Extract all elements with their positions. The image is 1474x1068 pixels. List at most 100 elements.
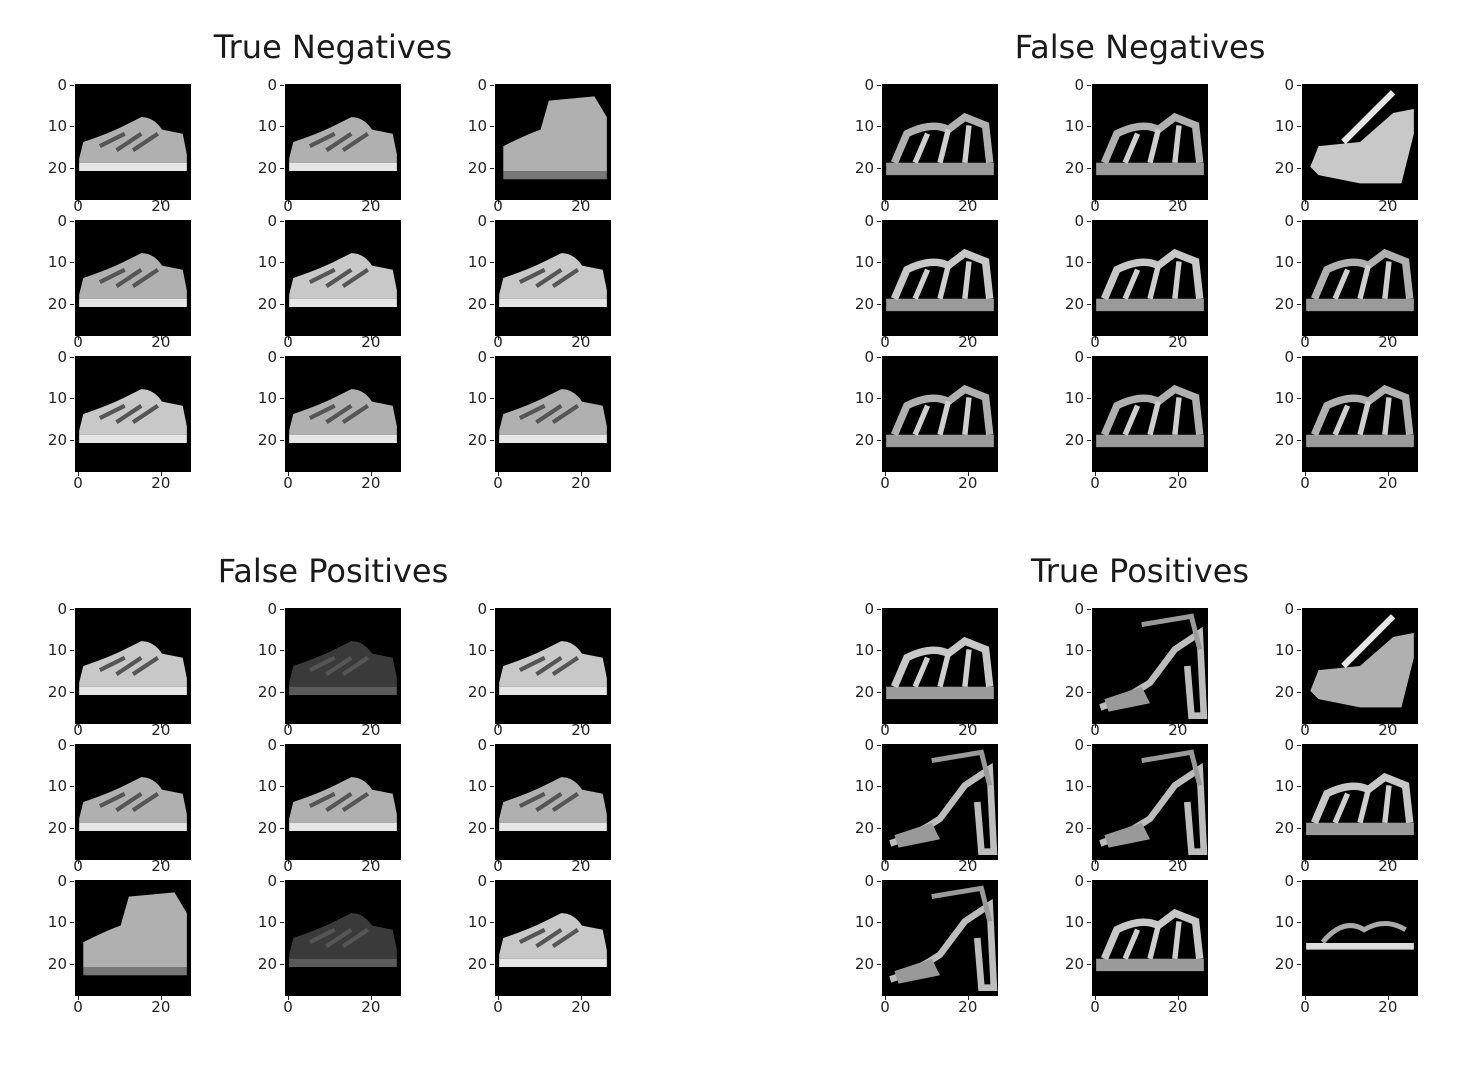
x-tick-label: 0 xyxy=(880,721,890,739)
y-tick-label: 20 xyxy=(1274,954,1294,973)
y-tick-mark xyxy=(280,691,284,693)
y-tick-label: 10 xyxy=(47,913,67,932)
thumbnail-image xyxy=(75,356,191,472)
thumbnail-image xyxy=(75,608,191,724)
x-tick-mark xyxy=(288,860,289,864)
x-tick-mark xyxy=(160,472,162,476)
x-tick-mark xyxy=(1387,200,1389,204)
x-tick-label: 0 xyxy=(73,998,83,1016)
y-tick-mark xyxy=(1297,786,1301,788)
x-tick-label: 0 xyxy=(283,857,293,875)
x-tick-label: 0 xyxy=(880,857,890,875)
x-tick-mark xyxy=(1387,860,1389,864)
y-tick-mark xyxy=(877,167,881,169)
thumbnail-image xyxy=(285,880,401,996)
y-tick-label: 0 xyxy=(477,736,487,754)
x-tick-label: 20 xyxy=(1168,474,1188,492)
y-tick-mark xyxy=(490,221,494,222)
thumbnail-image xyxy=(882,608,998,724)
y-tick-label: 20 xyxy=(1274,682,1294,701)
x-tick-label: 20 xyxy=(1378,197,1398,215)
thumbnail-image xyxy=(285,744,401,860)
x-tick-label: 0 xyxy=(1090,857,1100,875)
x-tick-label: 0 xyxy=(283,197,293,215)
thumbnail-panel xyxy=(285,356,401,472)
x-tick-mark xyxy=(498,724,499,728)
y-tick-label: 0 xyxy=(1284,872,1294,890)
y-tick-label: 0 xyxy=(57,348,67,366)
x-tick-mark xyxy=(1177,724,1179,728)
thumbnail-image xyxy=(495,744,611,860)
x-tick-mark xyxy=(1387,336,1389,340)
y-tick-label: 0 xyxy=(1284,212,1294,230)
x-tick-mark xyxy=(1177,996,1179,1000)
y-tick-label: 10 xyxy=(1274,913,1294,932)
thumbnail-panel xyxy=(495,220,611,336)
y-tick-mark xyxy=(490,303,494,305)
y-tick-label: 10 xyxy=(47,253,67,272)
x-tick-mark xyxy=(78,200,79,204)
x-tick-mark xyxy=(1095,200,1096,204)
y-tick-mark xyxy=(1297,827,1301,829)
y-tick-label: 20 xyxy=(1064,158,1084,177)
y-tick-label: 20 xyxy=(1274,430,1294,449)
thumbnail-panel xyxy=(495,356,611,472)
y-tick-mark xyxy=(280,398,284,400)
x-tick-mark xyxy=(288,996,289,1000)
thumbnail-panel xyxy=(285,84,401,200)
thumbnail-panel xyxy=(1092,220,1208,336)
y-tick-mark xyxy=(490,357,494,358)
thumbnail-panel xyxy=(882,220,998,336)
thumbnail-image xyxy=(285,220,401,336)
thumbnail-image xyxy=(75,220,191,336)
thumbnail-image xyxy=(495,608,611,724)
thumbnail-image xyxy=(882,84,998,200)
x-tick-mark xyxy=(580,472,582,476)
y-tick-label: 20 xyxy=(467,158,487,177)
y-tick-label: 10 xyxy=(854,777,874,796)
x-tick-mark xyxy=(78,472,79,476)
y-tick-label: 10 xyxy=(467,389,487,408)
y-tick-mark xyxy=(1297,262,1301,264)
x-tick-mark xyxy=(1095,996,1096,1000)
thumbnail-panel xyxy=(1302,608,1418,724)
x-tick-mark xyxy=(370,336,372,340)
x-tick-label: 20 xyxy=(151,333,171,351)
y-tick-label: 20 xyxy=(257,818,277,837)
y-tick-mark xyxy=(1087,85,1091,86)
x-tick-label: 0 xyxy=(73,197,83,215)
x-tick-mark xyxy=(370,200,372,204)
thumbnail-panel xyxy=(882,356,998,472)
y-tick-mark xyxy=(1087,609,1091,610)
thumbnail-panel xyxy=(285,608,401,724)
x-tick-label: 20 xyxy=(958,197,978,215)
y-tick-label: 0 xyxy=(1074,736,1084,754)
y-tick-mark xyxy=(1297,650,1301,652)
y-tick-mark xyxy=(70,827,74,829)
x-tick-mark xyxy=(967,472,969,476)
y-tick-label: 20 xyxy=(1064,818,1084,837)
thumbnail-panel xyxy=(882,608,998,724)
y-tick-mark xyxy=(1087,827,1091,829)
x-tick-label: 20 xyxy=(151,474,171,492)
y-tick-mark xyxy=(1297,167,1301,169)
y-tick-mark xyxy=(1087,221,1091,222)
thumbnail-panel xyxy=(285,744,401,860)
y-tick-label: 0 xyxy=(267,212,277,230)
x-tick-label: 0 xyxy=(1090,197,1100,215)
thumbnail-panel xyxy=(1302,744,1418,860)
thumbnail-panel xyxy=(1092,608,1208,724)
thumbnail-image xyxy=(495,84,611,200)
y-tick-label: 0 xyxy=(267,348,277,366)
y-tick-mark xyxy=(490,963,494,965)
x-tick-mark xyxy=(580,336,582,340)
thumbnail-image xyxy=(495,880,611,996)
y-tick-label: 0 xyxy=(1074,212,1084,230)
x-tick-mark xyxy=(1095,860,1096,864)
x-tick-label: 20 xyxy=(151,721,171,739)
thumbnail-panel xyxy=(495,880,611,996)
y-tick-label: 10 xyxy=(1064,117,1084,136)
y-tick-label: 0 xyxy=(477,872,487,890)
y-tick-label: 0 xyxy=(1074,348,1084,366)
y-tick-mark xyxy=(1087,691,1091,693)
